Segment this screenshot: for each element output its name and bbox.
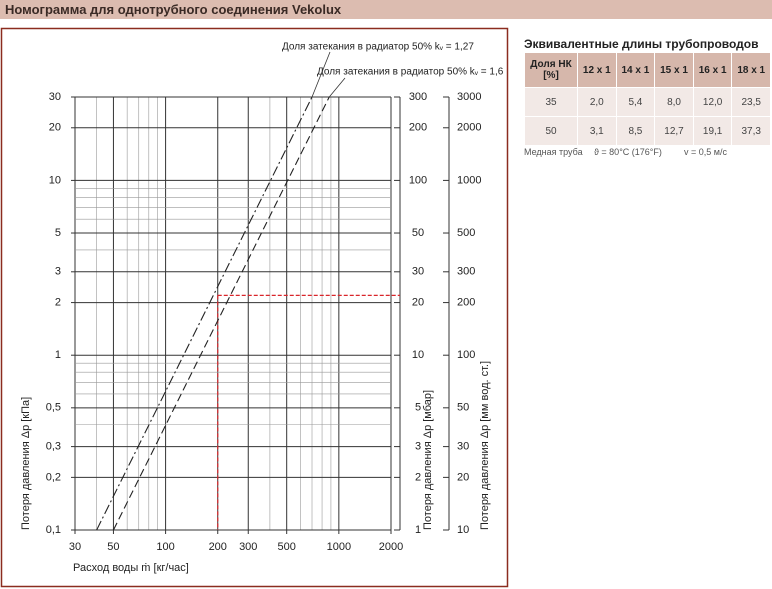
chart-frame: [0, 27, 509, 588]
x-tick-label: 30: [69, 541, 81, 553]
y2-tick-label: 300: [409, 91, 427, 103]
y3-tick-label: 1000: [457, 174, 481, 186]
cell: 3,1: [577, 116, 617, 145]
y3-tick-label: 200: [457, 296, 475, 308]
header-bar: Номограмма для однотрубного соединения V…: [0, 0, 772, 19]
y-tick-label: 2: [55, 296, 61, 308]
cell: 37,3: [731, 116, 770, 145]
y-tick-label: 0,2: [46, 471, 61, 483]
y3-tick-label: 100: [457, 349, 475, 361]
y-tick-label: 0,1: [46, 524, 61, 536]
header-cell: 18 x 1: [731, 53, 770, 88]
y-tick-label: 1: [55, 349, 61, 361]
y2-tick-label: 1: [415, 524, 421, 536]
leader-line: [311, 51, 331, 98]
cell: 50: [524, 116, 578, 145]
series-line: [112, 96, 330, 531]
cell: 8,0: [654, 87, 694, 117]
y2-tick-label: 3: [415, 441, 421, 453]
table-note: v = 0,5 м/с: [684, 147, 727, 157]
x-tick-label: 500: [278, 541, 296, 553]
table: Доля НК [%] 12 x 1 14 x 1 15 x 1 16 x 1 …: [524, 53, 770, 145]
y2-tick-label: 2: [415, 471, 421, 483]
x-axis-title: Расход воды ṁ [кг/час]: [73, 562, 189, 574]
y3-axis-title: Потеря давления Δp [мм вод. ст.]: [479, 361, 491, 530]
y-axis-title: Потеря давления Δp [кПа]: [20, 397, 32, 530]
cell: 8,5: [615, 116, 655, 145]
header-cell: 15 x 1: [654, 53, 694, 88]
y2-axis-title: Потеря давления Δp [мбар]: [422, 390, 434, 530]
page-title: Номограмма для однотрубного соединения V…: [5, 2, 342, 17]
series-label: Доля затекания в радиатор 50% kᵥ = 1,27: [282, 42, 474, 53]
y-tick-label: 0,5: [46, 402, 61, 414]
cell: 12,7: [654, 116, 694, 145]
header-cell: 14 x 1: [615, 53, 655, 88]
y3-tick-label: 50: [457, 402, 469, 414]
table-note: ϑ = 80°C (176°F): [594, 147, 662, 157]
x-tick-label: 50: [107, 541, 119, 553]
leader-line: [328, 77, 346, 98]
header-cell: 12 x 1: [577, 53, 617, 88]
chart: 30 50 100 200 300 500 1000 2000 0,1 0,2 0,3 0,5 1 2 3 5…: [0, 27, 509, 588]
y2-tick-label: 30: [412, 266, 424, 278]
row: 50 3,1 8,5 12,7 19,1 37,3: [524, 116, 770, 145]
header-cell: 16 x 1: [692, 53, 732, 88]
y3-tick-label: 300: [457, 266, 475, 278]
table-note: Медная труба: [524, 147, 583, 157]
y3-tick-label: 3000: [457, 91, 481, 103]
header-row: Доля НК [%] 12 x 1 14 x 1 15 x 1 16 x 1 …: [524, 53, 770, 88]
y2-tick-label: 200: [409, 122, 427, 134]
cell: 2,0: [577, 87, 617, 117]
x-tick-label: 100: [156, 541, 174, 553]
y2-tick-label: 20: [412, 296, 424, 308]
x-tick-label: 2000: [379, 541, 403, 553]
y-tick-label: 10: [49, 174, 61, 186]
y2-tick-label: 100: [409, 174, 427, 186]
y-tick-label: 5: [55, 227, 61, 239]
y3-tick-label: 10: [457, 524, 469, 536]
y3-tick-label: 20: [457, 471, 469, 483]
y-tick-label: 3: [55, 266, 61, 278]
y2-tick-label: 5: [415, 402, 421, 414]
y-tick-label: 20: [49, 122, 61, 134]
row: 35 2,0 5,4 8,0 12,0 23,5: [524, 87, 770, 117]
y2-tick-label: 10: [412, 349, 424, 361]
y-tick-label: 30: [49, 91, 61, 103]
cell: 5,4: [615, 87, 655, 117]
y2-tick-label: 50: [412, 227, 424, 239]
cell: 19,1: [692, 116, 732, 145]
cell: 12,0: [692, 87, 732, 117]
header-cell: Доля НК [%]: [524, 53, 578, 88]
y-tick-label: 0,3: [46, 441, 61, 453]
y3-tick-label: 2000: [457, 122, 481, 134]
x-tick-label: 200: [209, 541, 227, 553]
y3-tick-label: 30: [457, 441, 469, 453]
cell: 23,5: [731, 87, 770, 117]
x-tick-label: 300: [239, 541, 257, 553]
y3-tick-label: 500: [457, 227, 475, 239]
series-line: [96, 96, 313, 531]
x-tick-label: 1000: [327, 541, 351, 553]
series-label: Доля затекания в радиатор 50% kᵥ = 1,6: [317, 67, 504, 78]
cell: 35: [524, 87, 578, 117]
